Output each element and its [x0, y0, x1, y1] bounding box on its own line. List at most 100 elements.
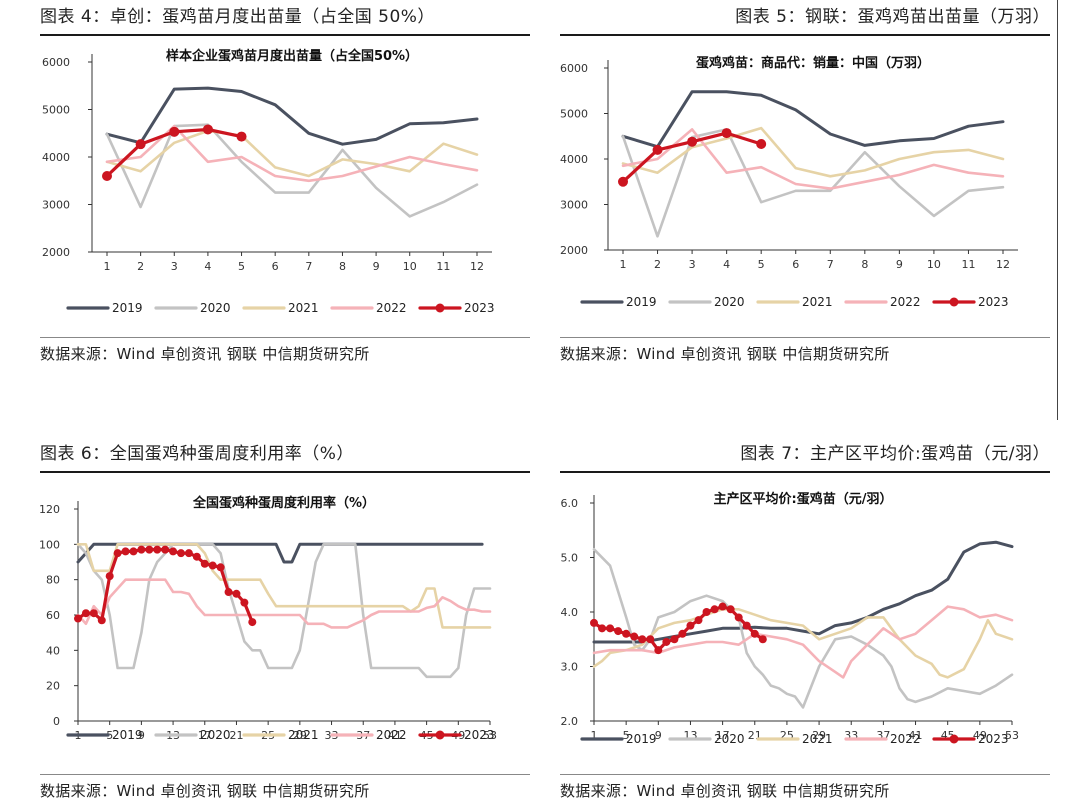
source-note: 数据来源：Wind 卓创资讯 钢联 中信期货研究所	[40, 337, 530, 372]
series-line-2022	[105, 124, 479, 183]
legend-label-2020: 2020	[200, 728, 231, 742]
panel-header: 图表 6：全国蛋鸡种蛋周度利用率（%）	[40, 437, 530, 473]
series-point-2023	[169, 547, 178, 556]
x-tick-label: 10	[403, 260, 417, 273]
x-tick-label: 12	[470, 260, 484, 273]
series-line-2021	[105, 129, 479, 178]
y-tick-label: 80	[46, 574, 60, 587]
x-tick-label: 3	[171, 260, 178, 273]
series-line-2022	[76, 578, 492, 629]
chart-title: 蛋鸡鸡苗：商品代：销量：中国（万羽）	[696, 55, 930, 71]
y-tick-label: 5.0	[561, 552, 579, 565]
series-point-2023	[721, 128, 732, 139]
series-point-2023	[638, 635, 647, 644]
legend-label-2020: 2020	[714, 732, 745, 746]
series-line-2022	[592, 605, 1014, 679]
x-tick-label: 29	[293, 729, 307, 742]
legend-marker-2023	[949, 297, 959, 307]
y-tick-label: 120	[39, 503, 60, 516]
series-line-2020	[592, 548, 1014, 709]
series-point-2023	[598, 624, 607, 633]
y-tick-label: 60	[46, 609, 60, 622]
x-tick-label: 3	[689, 258, 696, 271]
series-point-2023	[200, 559, 209, 568]
series-point-2023	[129, 547, 138, 556]
panel-chart-7: 图表 7：主产区平均价:蛋鸡苗（元/羽） 主产区平均价:蛋鸡苗（元/羽） 2.0 3…	[560, 437, 1050, 809]
series-point-2023	[224, 588, 233, 597]
series-point-2023	[153, 545, 162, 554]
x-tick-label: 5	[623, 729, 630, 742]
x-tick-label: 4	[723, 258, 730, 271]
series-point-2023	[606, 624, 615, 633]
source-note: 数据来源：Wind 卓创资讯 钢联 中信期货研究所	[560, 337, 1050, 372]
x-tick-label: 6	[272, 260, 279, 273]
series-point-2023	[135, 139, 146, 150]
legend-label-2019: 2019	[112, 728, 143, 742]
series-point-2023	[137, 545, 146, 554]
series-point-2023	[750, 629, 759, 638]
x-tick-label: 8	[861, 258, 868, 271]
series-point-2023	[248, 618, 257, 627]
series-line-2023	[592, 605, 765, 652]
chart-title: 全国蛋鸡种蛋周度利用率（%）	[192, 495, 375, 511]
series-point-2023	[622, 629, 631, 638]
x-tick-label: 1	[620, 258, 627, 271]
series-line-2019	[105, 86, 479, 146]
panel-chart-5: 图表 5：钢联：蛋鸡鸡苗出苗量（万羽） 蛋鸡鸡苗：商品代：销量：中国（万羽） 20…	[560, 0, 1050, 372]
legend-label-2019: 2019	[626, 732, 657, 746]
x-tick-label: 53	[483, 729, 497, 742]
x-tick-label: 1	[104, 260, 111, 273]
series-point-2023	[105, 572, 114, 581]
series-line-2019	[592, 540, 1014, 644]
x-tick-label: 9	[655, 729, 662, 742]
series-point-2023	[726, 605, 735, 614]
source-note: 数据来源：Wind 卓创资讯 钢联 中信期货研究所	[560, 774, 1050, 809]
series-point-2023	[734, 613, 743, 622]
chart-title: 主产区平均价:蛋鸡苗（元/羽）	[714, 491, 893, 507]
series-point-2023	[121, 547, 130, 556]
y-tick-label: 5000	[560, 108, 588, 121]
y-tick-label: 2000	[560, 244, 588, 257]
series-line-2020	[621, 128, 1005, 238]
x-tick-label: 11	[961, 258, 975, 271]
y-tick-label: 100	[39, 538, 60, 551]
legend-label-2019: 2019	[626, 295, 657, 309]
y-tick-label: 6000	[560, 62, 588, 75]
series-point-2023	[97, 616, 106, 625]
y-tick-label: 4000	[560, 153, 588, 166]
legend-label-2023: 2023	[464, 728, 495, 742]
series-point-2023	[686, 621, 695, 630]
x-tick-label: 6	[792, 258, 799, 271]
series-line-2022	[621, 128, 1005, 190]
panel-chart-4: 图表 4：卓创：蛋鸡苗月度出苗量（占全国 50%） 样本企业蛋鸡苗月度出苗量（占…	[40, 0, 530, 372]
chart-title: 样本企业蛋鸡苗月度出苗量（占全国50%）	[166, 48, 418, 64]
y-tick-label: 6.0	[561, 497, 579, 510]
y-tick-label: 3.0	[561, 661, 579, 674]
legend-label-2021: 2021	[288, 728, 319, 742]
y-tick-label: 4000	[42, 151, 70, 164]
series-line-2020	[105, 123, 479, 218]
x-tick-label: 4	[204, 260, 211, 273]
x-tick-label: 29	[812, 729, 826, 742]
line-chart: 主产区平均价:蛋鸡苗（元/羽）2.03.04.05.06.01 5 9 13 17 21 2…	[561, 491, 1020, 746]
series-point-2023	[216, 563, 225, 572]
x-tick-label: 11	[436, 260, 450, 273]
series-point-2023	[102, 171, 112, 181]
panel-header: 图表 4：卓创：蛋鸡苗月度出苗量（占全国 50%）	[40, 0, 530, 36]
series-point-2023	[81, 609, 90, 618]
series-point-2023	[718, 602, 727, 611]
x-tick-label: 9	[373, 260, 380, 273]
legend-label-2023: 2023	[978, 732, 1009, 746]
x-tick-label: 1	[591, 729, 598, 742]
y-tick-label: 2.0	[561, 715, 579, 728]
y-tick-label: 3000	[42, 199, 70, 212]
series-line-2020	[76, 543, 492, 679]
legend-label-2022: 2022	[890, 732, 921, 746]
series-point-2023	[694, 616, 703, 625]
legend-label-2021: 2021	[802, 295, 833, 309]
series-point-2023	[240, 598, 249, 607]
x-tick-label: 5	[238, 260, 245, 273]
x-tick-label: 7	[305, 260, 312, 273]
legend-marker-2023	[949, 734, 959, 744]
series-point-2023	[618, 176, 628, 187]
